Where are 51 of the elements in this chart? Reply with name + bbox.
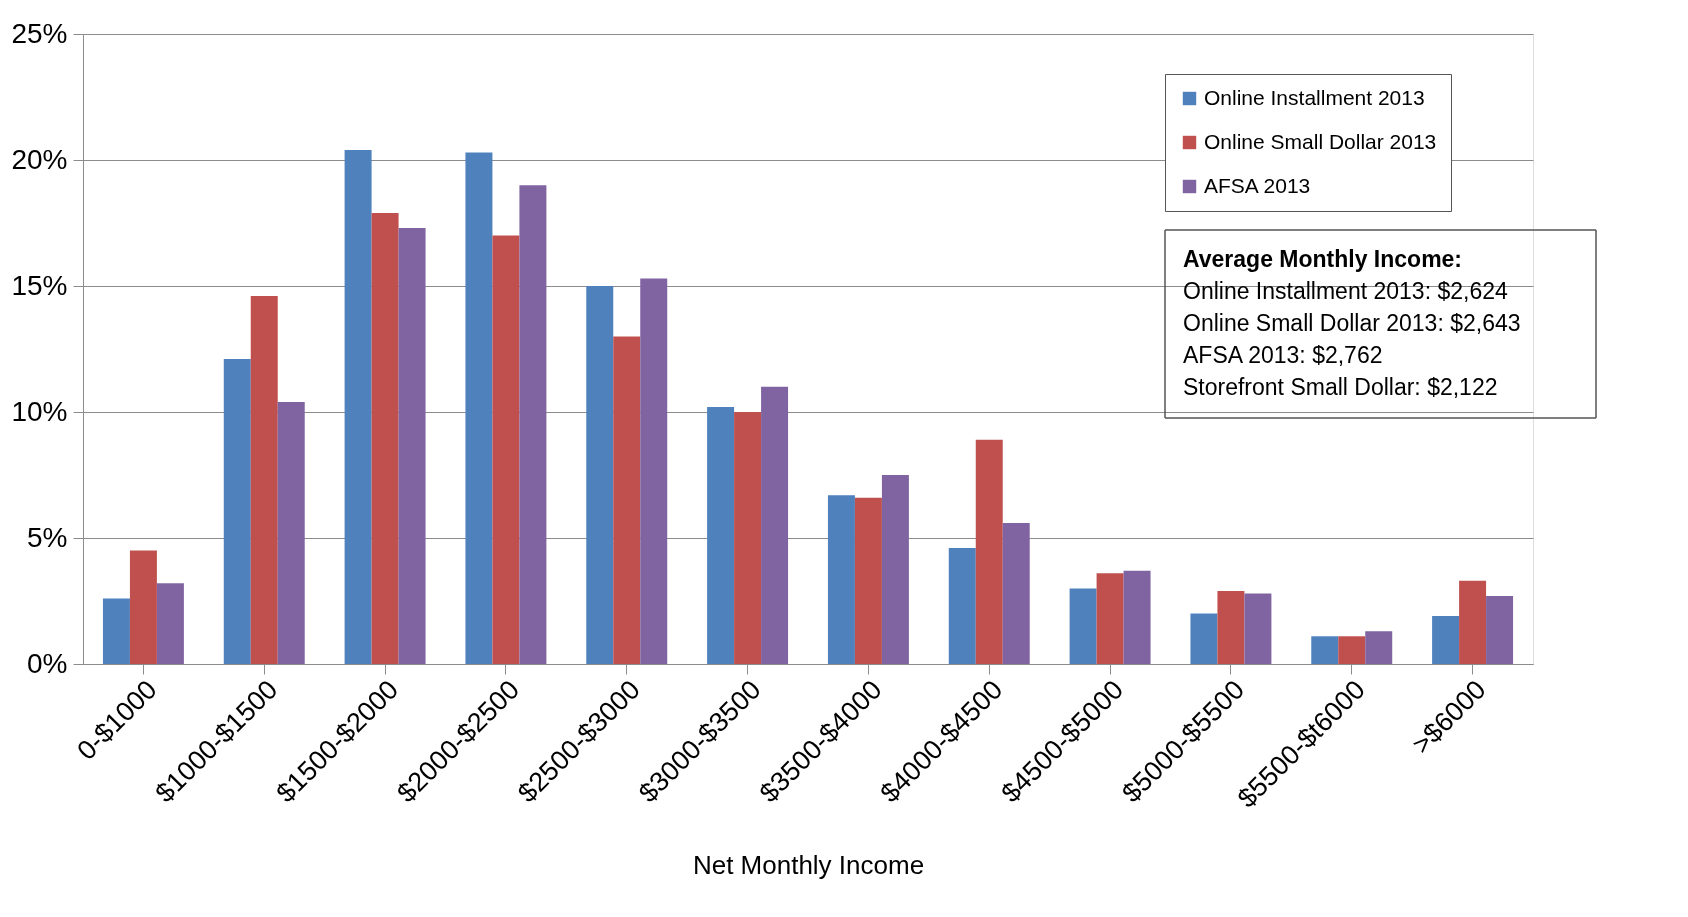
bar	[1123, 570, 1151, 664]
bar	[854, 497, 882, 664]
bar	[1338, 636, 1366, 664]
bar	[102, 598, 130, 664]
bar	[492, 235, 520, 664]
y-tick-label: 0%	[27, 647, 68, 679]
bar	[1365, 631, 1393, 664]
bar	[881, 475, 909, 664]
bar	[129, 550, 157, 664]
bar	[250, 296, 278, 664]
bar	[975, 439, 1003, 664]
bar	[156, 583, 184, 664]
bar	[761, 386, 789, 664]
bar	[613, 336, 641, 664]
legend-label: Online Installment 2013	[1204, 85, 1425, 109]
annotation: AFSA 2013: $2,762	[1183, 342, 1383, 368]
y-tick-label: 5%	[27, 521, 68, 553]
y-tick-label: 15%	[11, 269, 68, 301]
bar	[277, 401, 305, 664]
legend-label: Online Small Dollar 2013	[1204, 129, 1437, 153]
x-axis-title: Net Monthly Income	[692, 849, 925, 880]
annotation: Online Small Dollar 2013: $2,643	[1183, 310, 1521, 336]
bar	[948, 548, 976, 664]
legend-label: AFSA 2013	[1204, 173, 1311, 197]
bar	[519, 185, 547, 664]
bar	[371, 212, 399, 664]
bar	[1459, 580, 1487, 664]
bar	[1190, 613, 1218, 664]
bar	[398, 228, 426, 664]
y-tick-label: 10%	[11, 395, 68, 427]
bar	[707, 406, 735, 664]
bar	[1311, 636, 1339, 664]
bar	[827, 495, 855, 664]
bar	[1096, 573, 1124, 664]
annotation: Average Monthly Income:	[1183, 246, 1463, 272]
bar	[344, 149, 372, 664]
bar	[1432, 616, 1460, 664]
bar	[734, 412, 762, 664]
y-tick-label: 25%	[11, 17, 68, 49]
y-tick-label: 20%	[11, 143, 68, 175]
annotation: Storefront Small Dollar: $2,122	[1183, 374, 1498, 400]
bar	[586, 286, 614, 664]
bar	[1002, 522, 1030, 664]
bar	[1486, 595, 1514, 664]
bar	[640, 278, 668, 664]
bar	[465, 152, 493, 664]
bar	[223, 359, 251, 664]
bar	[1244, 593, 1272, 664]
bar	[1069, 588, 1097, 664]
bar	[1217, 590, 1245, 664]
annotation: Online Installment 2013: $2,624	[1183, 278, 1508, 304]
